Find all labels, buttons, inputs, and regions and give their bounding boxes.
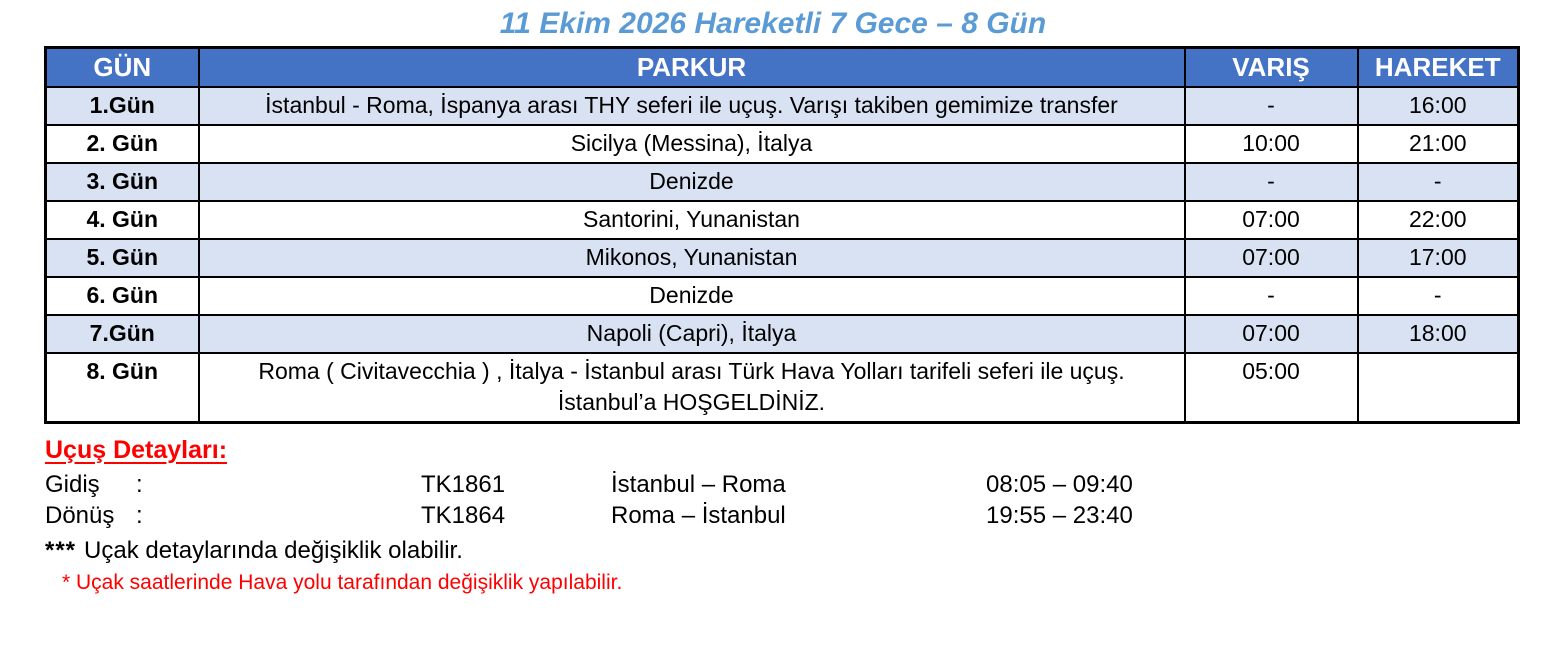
note-text: Uçak detaylarında değişiklik olabilir.: [84, 536, 463, 564]
flight-colon: :: [136, 501, 143, 529]
day-cell: 3. Gün: [44, 161, 200, 202]
flight-number: TK1861: [421, 470, 506, 498]
day-cell: 6. Gün: [44, 275, 200, 316]
departure-cell: 16:00: [1356, 85, 1520, 126]
table-row: 8. Gün Roma ( Civitavecchia ) , İtalya -…: [44, 351, 1520, 423]
table-header-row: GÜN PARKUR VARIŞ HAREKET: [44, 46, 1520, 88]
flight-number: TK1864: [421, 501, 506, 529]
day-cell: 4. Gün: [44, 199, 200, 240]
route-cell: Mikonos, Yunanistan: [197, 237, 1186, 278]
flight-label: Dönüş: [45, 501, 115, 529]
day-cell: 5. Gün: [44, 237, 200, 278]
flight-label: Gidiş: [45, 470, 100, 498]
departure-cell: -: [1356, 275, 1520, 316]
flight-detail-row-outbound: Gidiş : TK1861 İstanbul – Roma 08:05 – 0…: [45, 469, 1546, 500]
route-cell: Napoli (Capri), İtalya: [197, 313, 1186, 354]
departure-cell: 17:00: [1356, 237, 1520, 278]
route-cell: İstanbul - Roma, İspanya arası THY sefer…: [197, 85, 1186, 126]
flight-times: 08:05 – 09:40: [986, 470, 1133, 498]
route-cell: Denizde: [197, 161, 1186, 202]
day-cell: 7.Gün: [44, 313, 200, 354]
table-row: 1.Gün İstanbul - Roma, İspanya arası THY…: [44, 85, 1520, 126]
table-row: 4. Gün Santorini, Yunanistan 07:00 22:00: [44, 199, 1520, 240]
column-header-varis: VARIŞ: [1183, 46, 1359, 88]
arrival-cell: 05:00: [1183, 351, 1359, 423]
arrival-cell: 07:00: [1183, 313, 1359, 354]
flight-times: 19:55 – 23:40: [986, 501, 1133, 529]
table-row: 3. Gün Denizde - -: [44, 161, 1520, 202]
red-disclaimer-note: * Uçak saatlerinde Hava yolu tarafından …: [62, 570, 623, 594]
departure-cell: 18:00: [1356, 313, 1520, 354]
disclaimer-note: *** Uçak detaylarında değişiklik olabilir…: [45, 537, 1546, 565]
flight-colon: :: [136, 470, 143, 498]
departure-cell: 22:00: [1356, 199, 1520, 240]
column-header-hareket: HAREKET: [1356, 46, 1520, 88]
column-header-gun: GÜN: [44, 46, 200, 88]
note-stars: ***: [45, 536, 77, 564]
day-cell: 2. Gün: [44, 123, 200, 164]
departure-cell: -: [1356, 161, 1520, 202]
day-cell: 1.Gün: [44, 85, 200, 126]
table-row: 2. Gün Sicilya (Messina), İtalya 10:00 2…: [44, 123, 1520, 164]
arrival-cell: 10:00: [1183, 123, 1359, 164]
page-title: 11 Ekim 2026 Hareketli 7 Gece – 8 Gün: [499, 7, 1047, 40]
route-cell: Roma ( Civitavecchia ) , İtalya - İstanb…: [197, 351, 1186, 423]
flight-details-heading: Uçuş Detayları:: [45, 435, 228, 464]
arrival-cell: -: [1183, 161, 1359, 202]
departure-cell: 21:00: [1356, 123, 1520, 164]
flight-route: Roma – İstanbul: [611, 501, 786, 529]
itinerary-table: GÜN PARKUR VARIŞ HAREKET 1.Gün İstanbul …: [44, 46, 1520, 424]
table-row: 5. Gün Mikonos, Yunanistan 07:00 17:00: [44, 237, 1520, 278]
arrival-cell: 07:00: [1183, 237, 1359, 278]
column-header-parkur: PARKUR: [197, 46, 1186, 88]
route-cell: Denizde: [197, 275, 1186, 316]
flight-detail-row-return: Dönüş : TK1864 Roma – İstanbul 19:55 – 2…: [45, 500, 1546, 531]
table-row: 7.Gün Napoli (Capri), İtalya 07:00 18:00: [44, 313, 1520, 354]
route-cell: Santorini, Yunanistan: [197, 199, 1186, 240]
arrival-cell: 07:00: [1183, 199, 1359, 240]
table-row: 6. Gün Denizde - -: [44, 275, 1520, 316]
flight-route: İstanbul – Roma: [611, 470, 786, 498]
departure-cell: [1356, 351, 1520, 423]
route-cell: Sicilya (Messina), İtalya: [197, 123, 1186, 164]
arrival-cell: -: [1183, 275, 1359, 316]
arrival-cell: -: [1183, 85, 1359, 126]
day-cell: 8. Gün: [44, 351, 200, 423]
